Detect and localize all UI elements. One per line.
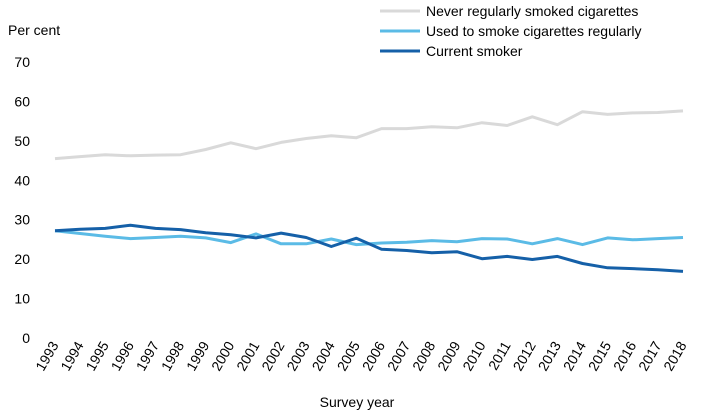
x-tick-label: 1997 <box>133 338 163 373</box>
x-tick-label: 1996 <box>108 338 138 373</box>
legend-label-current: Current smoker <box>426 43 523 59</box>
legend-label-used-to: Used to smoke cigarettes regularly <box>426 23 642 39</box>
x-tick-label: 2007 <box>384 338 414 373</box>
x-tick-label: 1998 <box>158 338 188 373</box>
x-tick-label: 2008 <box>409 338 439 373</box>
x-tick-label: 2005 <box>334 338 364 373</box>
y-tick-label: 0 <box>22 330 30 346</box>
x-tick-label: 2011 <box>485 338 514 372</box>
y-tick-label: 50 <box>14 133 30 149</box>
x-axis-label: Survey year <box>320 394 395 410</box>
x-tick-label: 2001 <box>233 338 263 373</box>
y-tick-label: 40 <box>14 172 30 188</box>
legend: Never regularly smoked cigarettes Used t… <box>380 3 642 59</box>
y-tick-label: 70 <box>14 54 30 70</box>
y-tick-label: 60 <box>14 93 30 109</box>
series-group <box>54 109 684 273</box>
current-smoker-line <box>54 223 684 273</box>
x-tick-label: 2004 <box>308 338 338 373</box>
x-tick-label: 2000 <box>208 338 238 373</box>
x-tick-label: 1995 <box>82 338 112 373</box>
x-tick-label: 2010 <box>459 338 489 373</box>
x-tick-label: 2015 <box>585 338 615 373</box>
x-tick-label: 2016 <box>610 338 640 373</box>
x-tick-label: 1993 <box>32 338 62 373</box>
x-tick-label: 2017 <box>635 338 665 373</box>
x-tick-label: 2013 <box>535 338 565 373</box>
x-tick-label: 2006 <box>359 338 389 373</box>
y-axis: 0 10 20 30 40 50 60 70 <box>14 54 30 346</box>
x-tick-label: 2002 <box>258 338 288 373</box>
x-tick-label: 2009 <box>434 338 464 373</box>
x-tick-label: 2014 <box>560 338 590 373</box>
y-tick-label: 30 <box>14 212 30 228</box>
never-regularly-smoked-line <box>54 109 684 161</box>
legend-label-never: Never regularly smoked cigarettes <box>426 3 638 19</box>
x-tick-label: 2018 <box>660 338 690 373</box>
x-tick-label: 2012 <box>509 338 539 373</box>
x-tick-label: 1994 <box>57 338 87 373</box>
y-tick-label: 20 <box>14 251 30 267</box>
x-tick-label: 2003 <box>283 338 313 373</box>
x-tick-label: 1999 <box>183 338 213 373</box>
x-axis: 1993199419951996199719981999200020012002… <box>32 338 690 373</box>
y-axis-label: Per cent <box>8 22 60 38</box>
y-tick-label: 10 <box>14 291 30 307</box>
